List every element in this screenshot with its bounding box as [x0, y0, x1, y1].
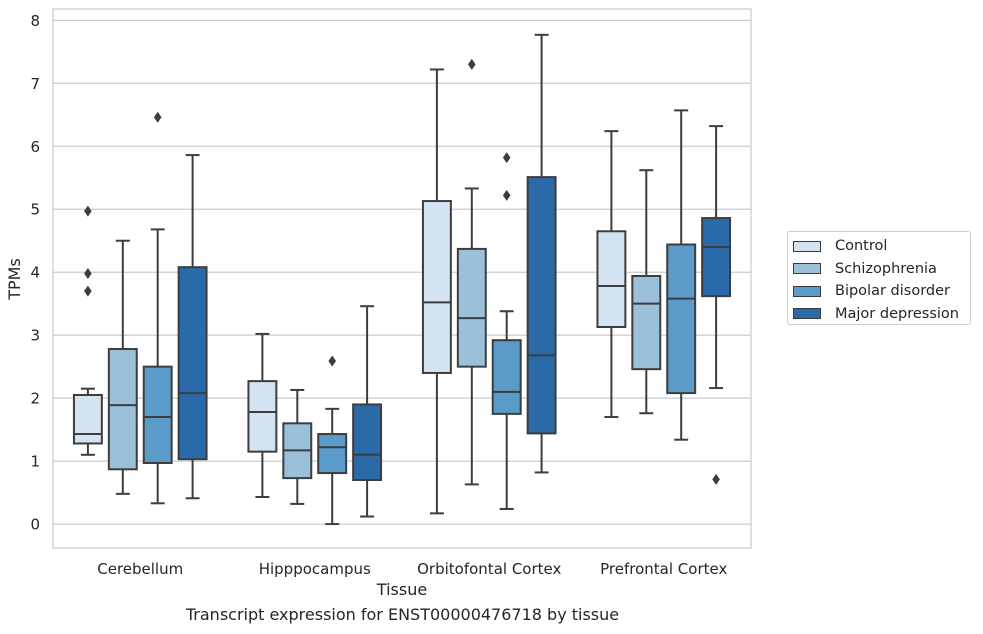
outlier-point [468, 58, 476, 70]
box-iqr [107, 348, 138, 471]
legend-item-schizophrenia: Schizophrenia [793, 258, 970, 281]
x-axis-label: Tissue [376, 580, 427, 599]
box-control-hipppocampus [247, 332, 278, 498]
outlier-point [84, 205, 92, 217]
box-iqr [526, 176, 557, 435]
outlier-point [328, 355, 336, 367]
box-bipolar-disorder-orbitofontal-cortex [491, 152, 522, 510]
y-tick-label: 2 [30, 390, 40, 408]
y-tick-label: 6 [30, 138, 40, 156]
box-control-orbitofontal-cortex [421, 68, 452, 515]
y-tick-label: 5 [30, 201, 40, 219]
box-iqr [142, 365, 173, 464]
box-iqr [631, 274, 662, 371]
box-major-depression-orbitofontal-cortex [526, 33, 557, 474]
box-major-depression-cerebellum [177, 154, 208, 500]
boxes [72, 33, 732, 526]
box-iqr [247, 380, 278, 453]
box-bipolar-disorder-hipppocampus [317, 355, 348, 526]
y-tick-label: 8 [30, 12, 40, 30]
legend-item-bipolar-disorder: Bipolar disorder [793, 280, 970, 303]
box-bipolar-disorder-cerebellum [142, 111, 173, 505]
legend-label-major-depression: Major depression [835, 305, 959, 322]
outlier-point [153, 111, 162, 123]
x-tick-label: Hipppocampus [259, 560, 371, 578]
box-iqr [421, 200, 452, 374]
outlier-point [84, 267, 92, 279]
box-iqr [666, 243, 697, 395]
box-control-prefrontal-cortex [596, 130, 627, 419]
x-tick-label: Orbitofontal Cortex [417, 560, 561, 578]
legend-label-control: Control [835, 238, 888, 255]
plot-frame [52, 8, 752, 549]
box-major-depression-prefrontal-cortex [701, 125, 732, 485]
legend-item-major-depression: Major depression [793, 303, 970, 326]
legend-swatch-schizophrenia [793, 263, 821, 275]
box-major-depression-hipppocampus [352, 305, 383, 518]
box-schizophrenia-prefrontal-cortex [631, 169, 662, 415]
box-iqr [352, 403, 383, 481]
legend: Control Schizophrenia Bipolar disorder M… [787, 231, 971, 325]
legend-label-bipolar-disorder: Bipolar disorder [835, 283, 950, 300]
box-schizophrenia-hipppocampus [282, 388, 313, 505]
box-schizophrenia-orbitofontal-cortex [456, 58, 487, 486]
box-iqr [491, 339, 522, 415]
x-tick-label: Cerebellum [97, 560, 183, 578]
y-tick-label: 3 [30, 327, 40, 345]
box-iqr [72, 393, 103, 445]
box-iqr [596, 230, 627, 328]
legend-swatch-control [793, 240, 821, 252]
legend-swatch-bipolar-disorder [793, 285, 821, 297]
y-tick-label: 1 [30, 453, 40, 471]
figure-caption: Transcript expression for ENST0000047671… [185, 605, 620, 624]
y-tick-label: 4 [30, 264, 40, 282]
legend-item-control: Control [793, 235, 970, 258]
x-tick-label: Prefrontal Cortex [600, 560, 727, 578]
box-iqr [701, 217, 732, 298]
outlier-point [502, 152, 511, 164]
x-tick-labels: Cerebellum Hipppocampus Orbitofontal Corte… [97, 560, 727, 578]
y-tick-label: 0 [30, 516, 40, 534]
legend-label-schizophrenia: Schizophrenia [835, 260, 937, 277]
box-schizophrenia-cerebellum [107, 239, 138, 495]
outlier-point [712, 473, 720, 485]
outlier-point [502, 189, 511, 201]
box-bipolar-disorder-prefrontal-cortex [666, 109, 697, 441]
box-control-cerebellum [72, 205, 103, 456]
legend-swatch-major-depression [793, 308, 821, 320]
box-iqr [317, 433, 348, 475]
y-axis-label: TPMs [5, 258, 24, 301]
y-tick-label: 7 [30, 75, 40, 93]
outlier-point [84, 285, 92, 297]
box-iqr [456, 247, 487, 368]
y-tick-labels: 0 1 2 3 4 5 6 7 8 [30, 12, 40, 534]
box-iqr [177, 266, 208, 461]
